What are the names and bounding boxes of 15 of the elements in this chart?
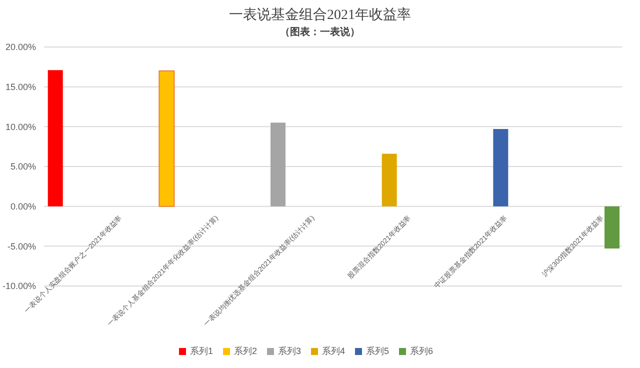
y-tick-label: 10.00% [5, 122, 36, 132]
y-tick-label: 20.00% [5, 42, 36, 52]
y-tick-label: -10.00% [2, 281, 36, 292]
legend-label: 系列5 [366, 346, 390, 356]
legend-label: 系列1 [190, 346, 213, 356]
legend-label: 系列4 [322, 346, 346, 356]
y-tick-label: 0.00% [10, 202, 36, 212]
chart-subtitle: （图表：一表说） [279, 26, 361, 39]
y-tick-label: 5.00% [10, 162, 36, 172]
chart-title: 一表说基金组合2021年收益率 [228, 6, 412, 24]
legend-label: 系列3 [278, 346, 301, 356]
y-tick-label: 15.00% [5, 82, 36, 92]
legend-label: 系列6 [410, 346, 434, 356]
y-tick-label: -5.00% [7, 241, 36, 252]
legend-label: 系列2 [234, 346, 257, 356]
